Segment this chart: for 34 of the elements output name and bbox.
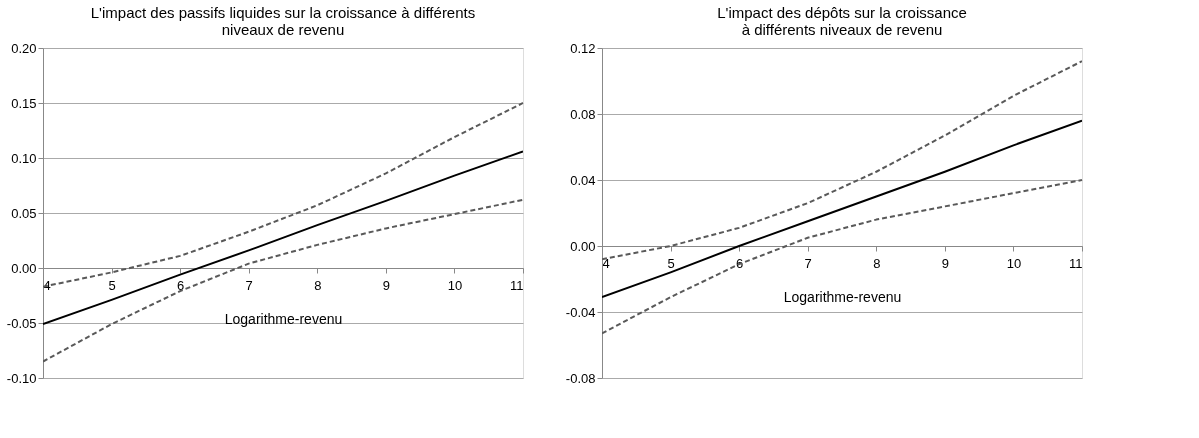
y-tick-label: 0.05 [11, 205, 37, 221]
x-tick-label: 6 [736, 255, 744, 271]
x-tick-label: 4 [602, 255, 610, 271]
x-tick-label: 8 [314, 277, 322, 293]
y-tick-label: -0.04 [565, 304, 596, 320]
x-tick-label: 9 [382, 277, 390, 293]
x-tick-label: 11 [510, 277, 524, 293]
y-tick-label: -0.05 [6, 315, 37, 331]
text: L'impact des dépôts sur la croissance [717, 4, 967, 21]
y-tick-label: 0.04 [570, 172, 596, 188]
y-tick-label: 0.12 [570, 40, 596, 56]
text: L'impact des passifs liquides sur la croissance à différents [90, 4, 476, 21]
x-tick-label: 6 [177, 277, 185, 293]
text: niveaux de revenu [221, 21, 345, 38]
text: à différents niveaux de revenu [741, 21, 943, 38]
y-tick-label: 0.00 [11, 260, 37, 276]
y-tick-label: 0.20 [11, 40, 37, 56]
y-tick-label: 0.00 [570, 238, 596, 254]
x-tick-label: 10 [447, 277, 463, 293]
x-axis-title: Logarithme-revenu [224, 310, 343, 327]
y-tick-label: 0.08 [570, 106, 596, 122]
y-tick-label: -0.08 [565, 370, 596, 386]
x-tick-label: 8 [873, 255, 881, 271]
x-tick-label: 7 [804, 255, 812, 271]
x-tick-label: 11 [1069, 255, 1083, 271]
y-tick-label: -0.10 [6, 370, 37, 386]
y-tick-label: 0.15 [11, 95, 37, 111]
x-tick-label: 5 [108, 277, 116, 293]
y-tick-label: 0.10 [11, 150, 37, 166]
x-axis-title: Logarithme-revenu [783, 288, 902, 305]
x-tick-label: 10 [1006, 255, 1022, 271]
x-tick-label: 7 [245, 277, 253, 293]
x-tick-label: 9 [941, 255, 949, 271]
x-tick-label: 5 [667, 255, 675, 271]
